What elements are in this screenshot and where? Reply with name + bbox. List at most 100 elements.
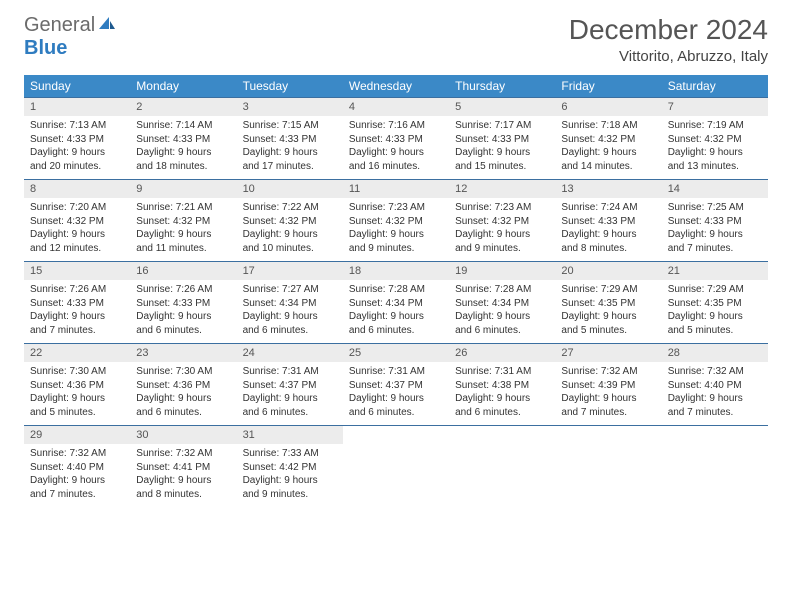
day-content-cell: Sunrise: 7:32 AMSunset: 4:40 PMDaylight:…: [662, 362, 768, 426]
day-content-cell: Sunrise: 7:29 AMSunset: 4:35 PMDaylight:…: [555, 280, 661, 344]
sunset-line: Sunset: 4:33 PM: [561, 215, 655, 229]
day-number-cell: 27: [555, 344, 661, 363]
daylight-line: Daylight: 9 hours and 5 minutes.: [30, 392, 124, 419]
title-month: December 2024: [569, 14, 768, 46]
daylight-line: Daylight: 9 hours and 17 minutes.: [243, 146, 337, 173]
day-content-cell: Sunrise: 7:19 AMSunset: 4:32 PMDaylight:…: [662, 116, 768, 180]
sunset-line: Sunset: 4:36 PM: [136, 379, 230, 393]
day-number-cell: 25: [343, 344, 449, 363]
sunset-line: Sunset: 4:39 PM: [561, 379, 655, 393]
day-number-cell: 7: [662, 98, 768, 117]
day-content-cell: Sunrise: 7:20 AMSunset: 4:32 PMDaylight:…: [24, 198, 130, 262]
sunrise-line: Sunrise: 7:13 AM: [30, 119, 124, 133]
daylight-line: Daylight: 9 hours and 9 minutes.: [455, 228, 549, 255]
day-content-cell: Sunrise: 7:17 AMSunset: 4:33 PMDaylight:…: [449, 116, 555, 180]
day-number-cell: 30: [130, 426, 236, 445]
sunrise-line: Sunrise: 7:32 AM: [136, 447, 230, 461]
day-number-cell: 15: [24, 262, 130, 281]
daylight-line: Daylight: 9 hours and 7 minutes.: [30, 474, 124, 501]
sunrise-line: Sunrise: 7:29 AM: [668, 283, 762, 297]
weekday-header: Monday: [130, 75, 236, 98]
logo-sail-icon: [97, 14, 117, 37]
sunrise-line: Sunrise: 7:31 AM: [455, 365, 549, 379]
day-content-cell: [662, 444, 768, 507]
daylight-line: Daylight: 9 hours and 14 minutes.: [561, 146, 655, 173]
daylight-line: Daylight: 9 hours and 6 minutes.: [136, 310, 230, 337]
sunrise-line: Sunrise: 7:21 AM: [136, 201, 230, 215]
sunset-line: Sunset: 4:33 PM: [349, 133, 443, 147]
daylight-line: Daylight: 9 hours and 6 minutes.: [243, 392, 337, 419]
day-content-cell: Sunrise: 7:22 AMSunset: 4:32 PMDaylight:…: [237, 198, 343, 262]
daylight-line: Daylight: 9 hours and 6 minutes.: [136, 392, 230, 419]
day-content-cell: Sunrise: 7:24 AMSunset: 4:33 PMDaylight:…: [555, 198, 661, 262]
sunrise-line: Sunrise: 7:32 AM: [668, 365, 762, 379]
sunrise-line: Sunrise: 7:31 AM: [243, 365, 337, 379]
day-content-cell: Sunrise: 7:28 AMSunset: 4:34 PMDaylight:…: [343, 280, 449, 344]
day-number-cell: 18: [343, 262, 449, 281]
sunset-line: Sunset: 4:40 PM: [668, 379, 762, 393]
title-block: December 2024 Vittorito, Abruzzo, Italy: [569, 14, 768, 65]
sunrise-line: Sunrise: 7:16 AM: [349, 119, 443, 133]
day-content-cell: Sunrise: 7:23 AMSunset: 4:32 PMDaylight:…: [343, 198, 449, 262]
sunrise-line: Sunrise: 7:20 AM: [30, 201, 124, 215]
daylight-line: Daylight: 9 hours and 5 minutes.: [561, 310, 655, 337]
sunset-line: Sunset: 4:34 PM: [455, 297, 549, 311]
day-number-cell: 13: [555, 180, 661, 199]
daylight-line: Daylight: 9 hours and 8 minutes.: [136, 474, 230, 501]
daylight-line: Daylight: 9 hours and 7 minutes.: [668, 392, 762, 419]
sunset-line: Sunset: 4:32 PM: [136, 215, 230, 229]
sunrise-line: Sunrise: 7:26 AM: [30, 283, 124, 297]
day-number-cell: 3: [237, 98, 343, 117]
daynum-row: 1234567: [24, 98, 768, 117]
daynum-row: 891011121314: [24, 180, 768, 199]
header: General Blue December 2024 Vittorito, Ab…: [24, 14, 768, 65]
day-number-cell: 16: [130, 262, 236, 281]
sunrise-line: Sunrise: 7:32 AM: [561, 365, 655, 379]
daynum-row: 15161718192021: [24, 262, 768, 281]
sunset-line: Sunset: 4:34 PM: [243, 297, 337, 311]
day-content-cell: [555, 444, 661, 507]
daylight-line: Daylight: 9 hours and 6 minutes.: [349, 392, 443, 419]
sunset-line: Sunset: 4:38 PM: [455, 379, 549, 393]
day-content-cell: [449, 444, 555, 507]
day-number-cell: 1: [24, 98, 130, 117]
day-content-cell: Sunrise: 7:29 AMSunset: 4:35 PMDaylight:…: [662, 280, 768, 344]
day-content-cell: Sunrise: 7:14 AMSunset: 4:33 PMDaylight:…: [130, 116, 236, 180]
logo: General Blue: [24, 14, 117, 60]
sunrise-line: Sunrise: 7:22 AM: [243, 201, 337, 215]
day-content-cell: Sunrise: 7:21 AMSunset: 4:32 PMDaylight:…: [130, 198, 236, 262]
day-number-cell: 31: [237, 426, 343, 445]
sunset-line: Sunset: 4:33 PM: [243, 133, 337, 147]
day-number-cell: [449, 426, 555, 445]
sunrise-line: Sunrise: 7:29 AM: [561, 283, 655, 297]
day-number-cell: 11: [343, 180, 449, 199]
day-number-cell: 4: [343, 98, 449, 117]
sunset-line: Sunset: 4:34 PM: [349, 297, 443, 311]
daylight-line: Daylight: 9 hours and 20 minutes.: [30, 146, 124, 173]
day-content-cell: Sunrise: 7:13 AMSunset: 4:33 PMDaylight:…: [24, 116, 130, 180]
daylight-line: Daylight: 9 hours and 6 minutes.: [455, 392, 549, 419]
sunset-line: Sunset: 4:32 PM: [349, 215, 443, 229]
daycontent-row: Sunrise: 7:30 AMSunset: 4:36 PMDaylight:…: [24, 362, 768, 426]
sunset-line: Sunset: 4:33 PM: [136, 133, 230, 147]
day-content-cell: Sunrise: 7:25 AMSunset: 4:33 PMDaylight:…: [662, 198, 768, 262]
day-number-cell: 6: [555, 98, 661, 117]
daylight-line: Daylight: 9 hours and 7 minutes.: [668, 228, 762, 255]
day-number-cell: 14: [662, 180, 768, 199]
weekday-header: Sunday: [24, 75, 130, 98]
day-number-cell: 22: [24, 344, 130, 363]
sunset-line: Sunset: 4:41 PM: [136, 461, 230, 475]
day-number-cell: 2: [130, 98, 236, 117]
sunset-line: Sunset: 4:32 PM: [455, 215, 549, 229]
sunset-line: Sunset: 4:42 PM: [243, 461, 337, 475]
day-content-cell: Sunrise: 7:30 AMSunset: 4:36 PMDaylight:…: [130, 362, 236, 426]
sunrise-line: Sunrise: 7:24 AM: [561, 201, 655, 215]
day-number-cell: [343, 426, 449, 445]
daylight-line: Daylight: 9 hours and 7 minutes.: [561, 392, 655, 419]
daycontent-row: Sunrise: 7:13 AMSunset: 4:33 PMDaylight:…: [24, 116, 768, 180]
sunrise-line: Sunrise: 7:28 AM: [455, 283, 549, 297]
day-number-cell: 21: [662, 262, 768, 281]
day-number-cell: 5: [449, 98, 555, 117]
sunrise-line: Sunrise: 7:23 AM: [455, 201, 549, 215]
sunrise-line: Sunrise: 7:27 AM: [243, 283, 337, 297]
